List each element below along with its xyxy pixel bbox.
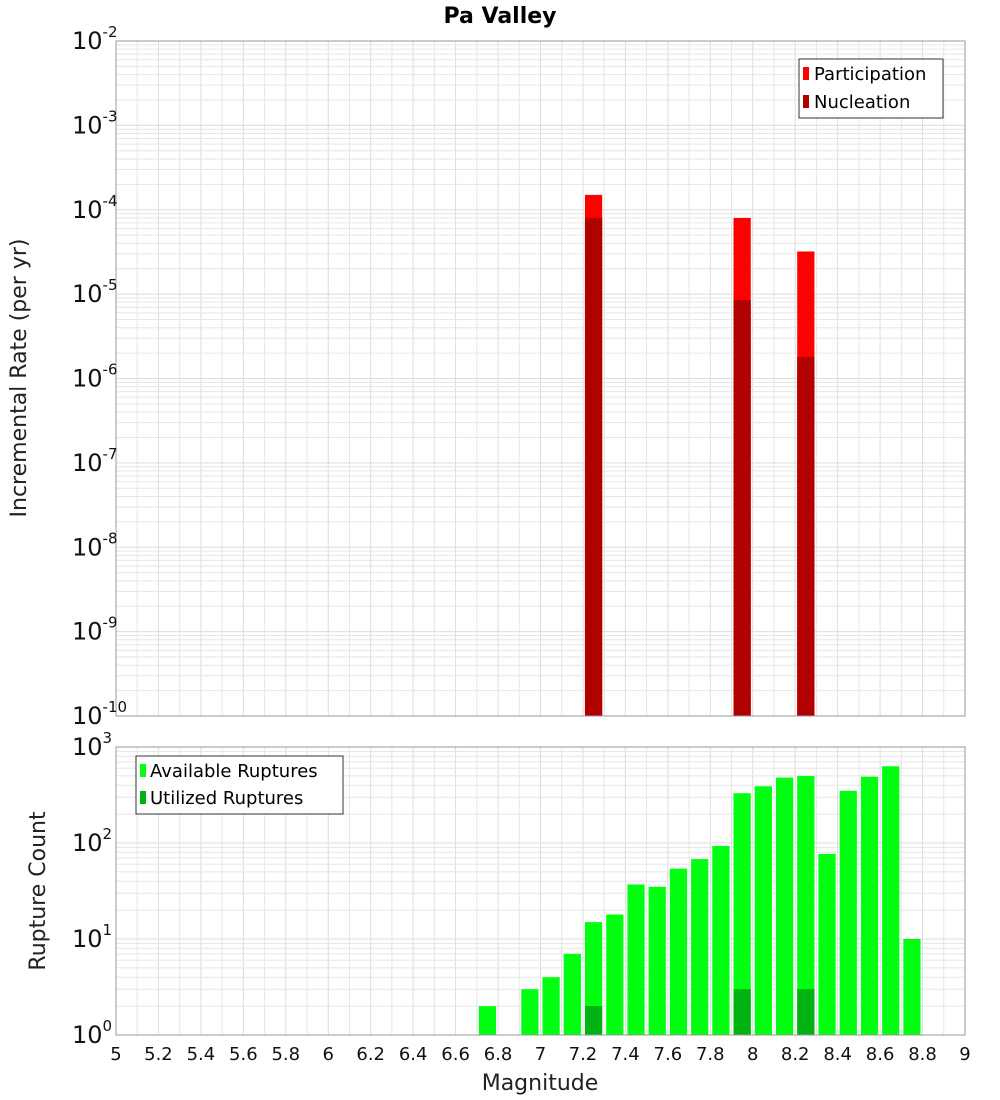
x-tick: 5.8 — [271, 1044, 300, 1065]
top-y-axis-label: Incremental Rate (per yr) — [7, 239, 32, 518]
legend-swatch-nucleation — [803, 95, 809, 108]
top-y-tick: 10-8 — [72, 529, 118, 561]
bar-available-ruptures — [669, 868, 688, 1035]
bottom-y-tick-labels: 100 101 102 103 — [72, 729, 112, 1049]
legend-swatch-participation — [803, 67, 809, 80]
bottom-plot-frame — [115, 746, 966, 1036]
x-tick: 7.8 — [696, 1044, 725, 1065]
bar-available-ruptures — [563, 953, 581, 1035]
x-tick: 9 — [959, 1044, 970, 1065]
bottom-y-tick: 103 — [72, 729, 112, 761]
x-tick: 5.2 — [144, 1044, 173, 1065]
bar-nucleation — [797, 356, 815, 716]
bar-available-ruptures — [521, 989, 539, 1035]
top-y-tick: 10-6 — [72, 361, 118, 393]
bottom-y-tick: 102 — [72, 825, 112, 857]
x-tick: 8.8 — [908, 1044, 937, 1065]
x-tick: 8.2 — [781, 1044, 810, 1065]
bar-nucleation — [584, 217, 603, 716]
x-tick: 8.4 — [823, 1044, 852, 1065]
x-tick-labels: 5 5.2 5.4 5.6 5.8 6 6.2 6.4 6.6 6.8 7 7.2 7.4 7.6 7.8 8… — [110, 1044, 970, 1065]
x-tick: 8.6 — [866, 1044, 895, 1065]
bar-utilized-ruptures — [797, 989, 815, 1035]
bar-available-ruptures — [542, 977, 560, 1035]
x-tick: 7.2 — [569, 1044, 598, 1065]
bar-available-ruptures — [797, 775, 815, 1035]
x-tick: 6 — [323, 1044, 334, 1065]
x-tick: 7.4 — [611, 1044, 640, 1065]
bar-available-ruptures — [478, 1006, 497, 1035]
top-y-tick: 10-10 — [72, 698, 127, 730]
top-y-tick: 10-2 — [72, 23, 118, 55]
x-tick: 5 — [110, 1044, 121, 1065]
bar-nucleation — [733, 300, 751, 716]
top-legend: Participation Nucleation — [798, 58, 944, 119]
x-tick: 7 — [535, 1044, 546, 1065]
bar-available-ruptures — [627, 884, 645, 1035]
x-tick: 6.4 — [399, 1044, 428, 1065]
bar-available-ruptures — [818, 853, 836, 1035]
x-tick: 5.4 — [187, 1044, 216, 1065]
top-panel-grid — [115, 41, 966, 717]
top-plot-frame — [115, 40, 966, 717]
bar-available-ruptures — [860, 776, 879, 1035]
x-tick: 6.8 — [484, 1044, 513, 1065]
bar-available-ruptures — [712, 846, 730, 1035]
top-y-tick: 10-9 — [72, 614, 118, 646]
legend-label-participation: Participation — [814, 64, 926, 85]
top-y-tick: 10-5 — [72, 276, 118, 308]
x-tick: 8 — [747, 1044, 758, 1065]
bottom-panel-bars — [478, 766, 921, 1035]
bar-available-ruptures — [733, 793, 751, 1035]
legend-label-available: Available Ruptures — [150, 761, 318, 782]
bottom-y-tick: 100 — [72, 1017, 112, 1049]
bar-utilized-ruptures — [584, 1006, 603, 1035]
x-tick: 6.6 — [441, 1044, 470, 1065]
x-tick: 5.6 — [229, 1044, 258, 1065]
bar-available-ruptures — [606, 914, 624, 1035]
legend-label-utilized: Utilized Ruptures — [150, 788, 303, 809]
bar-available-ruptures — [648, 886, 666, 1035]
top-y-tick: 10-3 — [72, 107, 118, 139]
bar-available-ruptures — [882, 766, 900, 1035]
chart-title: Pa Valley — [443, 4, 556, 29]
legend-swatch-utilized — [140, 791, 146, 804]
legend-label-nucleation: Nucleation — [814, 92, 910, 113]
x-axis-label: Magnitude — [482, 1071, 599, 1096]
bottom-y-tick: 101 — [72, 921, 112, 953]
bar-available-ruptures — [903, 939, 921, 1035]
bar-available-ruptures — [754, 786, 772, 1035]
bottom-y-axis-label: Rupture Count — [26, 811, 51, 971]
x-tick: 6.2 — [356, 1044, 385, 1065]
top-panel-bars — [584, 194, 815, 716]
bottom-legend: Available Ruptures Utilized Ruptures — [135, 755, 344, 815]
legend-swatch-available — [140, 764, 146, 777]
bar-available-ruptures — [839, 790, 857, 1035]
bar-available-ruptures — [775, 777, 794, 1035]
top-y-tick: 10-4 — [72, 192, 118, 224]
bar-available-ruptures — [691, 859, 709, 1035]
top-y-tick: 10-7 — [72, 445, 118, 477]
bar-utilized-ruptures — [733, 989, 751, 1035]
top-y-tick-labels: 10-10 10-9 10-8 10-7 10-6 10-5 10-4 10-3 10-2 — [72, 23, 127, 730]
x-tick: 7.6 — [654, 1044, 683, 1065]
